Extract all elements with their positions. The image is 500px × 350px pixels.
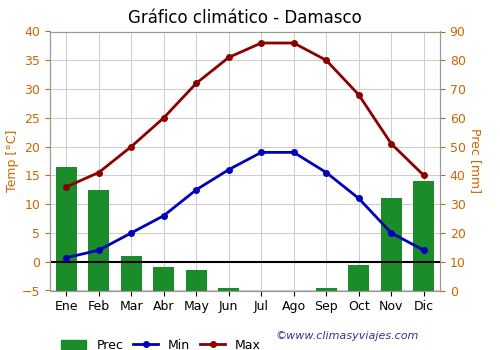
Legend: Prec, Min, Max: Prec, Min, Max: [56, 334, 266, 350]
Text: ©www.climasyviajes.com: ©www.climasyviajes.com: [275, 331, 418, 341]
Max: [258, 41, 264, 45]
Bar: [88, 190, 110, 290]
Bar: [413, 181, 434, 290]
Max: [161, 116, 167, 120]
Min: [291, 150, 297, 154]
Y-axis label: Prec [mm]: Prec [mm]: [470, 128, 482, 194]
Max: [226, 55, 232, 60]
Bar: [186, 270, 207, 290]
Max: [63, 185, 69, 189]
Title: Gráfico climático - Damasco: Gráfico climático - Damasco: [128, 9, 362, 27]
Max: [193, 81, 199, 85]
Min: [161, 214, 167, 218]
Min: [96, 248, 102, 252]
Min: [356, 196, 362, 201]
Bar: [316, 288, 337, 290]
Bar: [56, 167, 77, 290]
Min: [421, 248, 427, 252]
Min: [323, 170, 329, 175]
Bar: [153, 267, 174, 290]
Bar: [120, 256, 142, 290]
Bar: [348, 265, 370, 290]
Max: [323, 58, 329, 62]
Min: [226, 168, 232, 172]
Max: [356, 93, 362, 97]
Max: [291, 41, 297, 45]
Line: Max: Max: [64, 40, 426, 190]
Max: [388, 142, 394, 146]
Min: [128, 231, 134, 235]
Min: [193, 188, 199, 192]
Min: [258, 150, 264, 154]
Max: [128, 145, 134, 149]
Y-axis label: Temp [°C]: Temp [°C]: [6, 130, 19, 192]
Bar: [380, 198, 402, 290]
Min: [63, 256, 69, 260]
Max: [421, 173, 427, 177]
Min: [388, 231, 394, 235]
Bar: [218, 288, 240, 290]
Line: Min: Min: [64, 149, 426, 260]
Max: [96, 170, 102, 175]
